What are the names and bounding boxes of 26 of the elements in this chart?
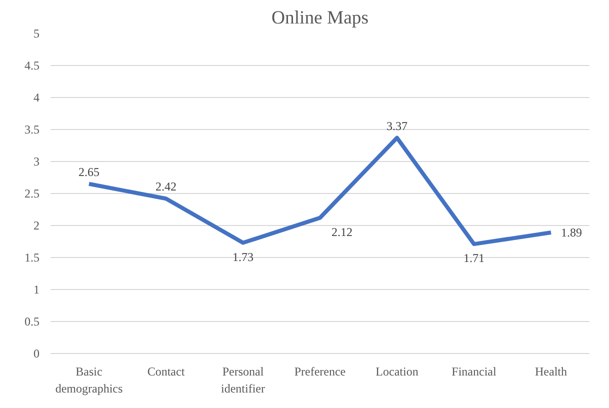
y-tick-label: 4 (34, 90, 40, 104)
data-label: 2.65 (78, 164, 100, 179)
data-label: 1.71 (464, 251, 484, 266)
y-tick-label: 0 (34, 346, 40, 360)
x-tick-label: Basic demographics (55, 364, 123, 396)
x-tick-label: Health (535, 364, 568, 378)
data-label: 1.89 (561, 226, 582, 240)
x-tick-label: Contact (147, 364, 186, 378)
y-tick-label: 3.5 (24, 122, 40, 136)
data-label: 2.12 (332, 224, 352, 239)
x-tick-label: Preference (294, 364, 346, 378)
y-tick-label: 0.5 (24, 314, 40, 328)
x-tick-label: Location (376, 364, 418, 378)
y-tick-label: 1 (34, 282, 40, 296)
y-tick-label: 1.5 (24, 250, 40, 264)
y-tick-label: 5 (34, 26, 40, 40)
data-label: 3.37 (386, 118, 408, 133)
data-label: 1.73 (232, 250, 254, 264)
y-tick-label: 2 (34, 218, 40, 232)
x-tick-label: Personal identifier (221, 364, 265, 396)
data-label: 2.42 (156, 180, 176, 194)
x-tick-label: Financial (452, 364, 497, 378)
y-tick-label: 3 (34, 154, 40, 168)
y-tick-label: 4.5 (24, 58, 40, 72)
chart-title: Online Maps (272, 8, 368, 28)
y-tick-label: 2.5 (24, 186, 40, 200)
